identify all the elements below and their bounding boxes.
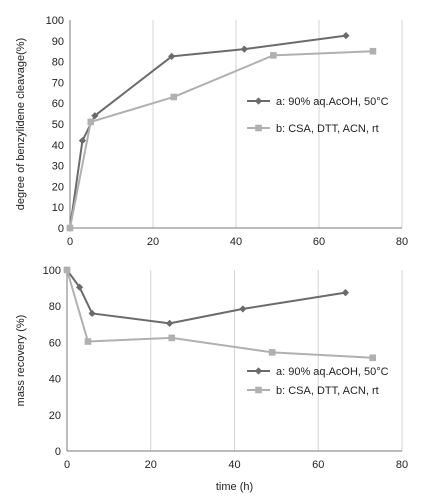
data-point	[63, 266, 71, 274]
y-tick-label: 0	[58, 223, 64, 235]
data-point	[369, 47, 377, 55]
y-tick-label: 90	[52, 36, 64, 48]
y-tick-label: 50	[52, 119, 64, 131]
y-tick-label: 100	[43, 265, 61, 277]
y-tick-label: 60	[52, 98, 64, 110]
y-tick-label: 80	[49, 301, 61, 313]
data-point	[240, 45, 248, 53]
series-a	[63, 266, 350, 327]
data-point	[268, 349, 276, 356]
y-tick-label: 60	[49, 337, 61, 349]
x-tick-label: 80	[396, 459, 408, 471]
legend-marker	[255, 124, 262, 132]
legend-item: b: CSA, DTT, ACN, rt	[247, 123, 379, 135]
legend-marker	[254, 367, 263, 375]
y-tick-label: 10	[52, 202, 64, 214]
x-axis-title: time (h)	[216, 481, 253, 493]
data-point	[165, 319, 174, 327]
data-point	[75, 283, 84, 291]
x-tick-label: 60	[312, 459, 324, 471]
data-point	[84, 338, 92, 345]
y-tick-label: 80	[52, 57, 64, 69]
legend: a: 90% aq.AcOH, 50°C b: CSA, DTT, ACN, rt	[247, 366, 389, 397]
data-point	[78, 137, 87, 145]
y-tick-label: 40	[52, 140, 64, 152]
legend-label: a: 90% aq.AcOH, 50°C	[276, 96, 389, 108]
x-tick-label: 0	[67, 236, 73, 248]
x-tick-label: 80	[396, 236, 408, 248]
legend-label: a: 90% aq.AcOH, 50°C	[276, 366, 389, 378]
legend-item: a: 90% aq.AcOH, 50°C	[247, 366, 389, 378]
series-b	[63, 266, 376, 362]
recovery-chart: 0 20 40 60 80 100 0 20 40 60 80 mass recovery (%) ti…	[15, 265, 408, 493]
series-b	[66, 47, 377, 232]
legend: a: 90% aq.AcOH, 50°C b: CSA, DTT, ACN, rt	[247, 96, 389, 135]
y-tick-label: 30	[52, 161, 64, 173]
data-point	[88, 309, 96, 318]
y-tick-label: 20	[49, 410, 61, 422]
data-point	[168, 52, 176, 60]
legend-item: b: CSA, DTT, ACN, rt	[247, 385, 379, 397]
cleavage-chart: 0 10 20 30 40 50 60 70 80 90 100 0 20 40 60 80 degree of…	[15, 15, 408, 248]
data-point	[91, 112, 99, 120]
series-line	[69, 34, 347, 229]
x-tick-label: 40	[228, 459, 240, 471]
data-point	[342, 32, 350, 40]
y-axis-title: mass recovery (%)	[15, 315, 27, 407]
y-tick-label: 70	[52, 77, 64, 89]
legend-label: b: CSA, DTT, ACN, rt	[276, 385, 379, 397]
y-axis-title: degree of benzylidene cleavage(%)	[15, 38, 27, 210]
y-tick-label: 0	[55, 446, 61, 458]
x-tick-label: 40	[230, 236, 242, 248]
legend-label: b: CSA, DTT, ACN, rt	[276, 123, 379, 135]
x-tick-label: 20	[147, 236, 159, 248]
data-point	[66, 224, 74, 232]
y-tick-label: 40	[49, 374, 61, 386]
legend-marker	[254, 97, 263, 105]
data-point	[369, 354, 376, 362]
legend-item: a: 90% aq.AcOH, 50°C	[247, 96, 389, 108]
x-tick-label: 0	[64, 459, 70, 471]
series-a	[66, 32, 350, 232]
x-tick-label: 60	[313, 236, 325, 248]
series-line	[66, 269, 346, 325]
y-tick-label: 20	[52, 181, 64, 193]
data-point	[341, 289, 350, 297]
y-tick-label: 100	[46, 15, 64, 27]
data-point	[87, 118, 95, 126]
data-point	[239, 305, 247, 313]
series-line	[69, 50, 373, 229]
legend-marker	[255, 386, 262, 394]
x-tick-label: 20	[145, 459, 157, 471]
data-point	[168, 334, 175, 342]
data-point	[170, 93, 178, 101]
data-point	[270, 52, 277, 59]
